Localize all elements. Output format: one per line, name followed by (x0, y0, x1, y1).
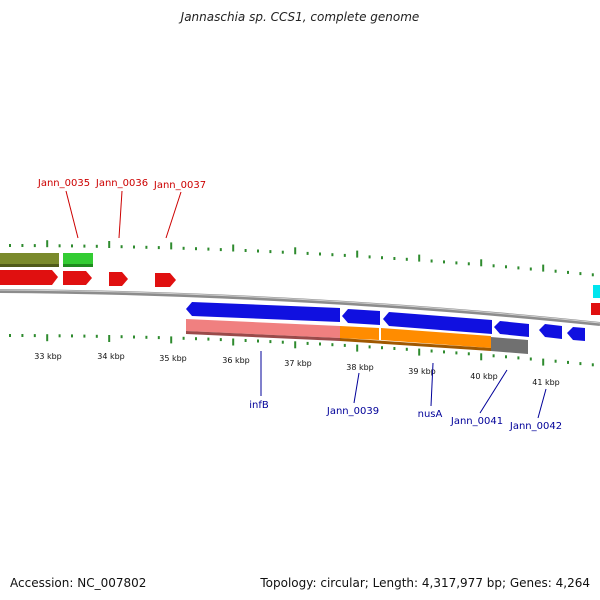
right-forward-gene-block[interactable] (591, 303, 600, 315)
gene-label-Jann_0039[interactable]: Jann_0039 (326, 406, 379, 417)
kbp-label: 41 kbp (532, 378, 560, 387)
orange-feature-shadow (340, 338, 491, 351)
olive-feature-shadow (0, 264, 59, 267)
leader-line-Jann_0035 (65, 190, 79, 239)
gray-feature-block[interactable] (491, 337, 528, 354)
orange-feature-block-1[interactable] (340, 326, 379, 340)
green-feature-shadow (63, 264, 93, 267)
green-feature-block[interactable] (63, 253, 93, 266)
leader-line-nusA (430, 362, 434, 407)
outer-tick-ring (9, 240, 594, 277)
gene-label-nusA[interactable]: nusA (418, 409, 443, 420)
kbp-label: 39 kbp (408, 367, 436, 376)
map-title: Jannaschia sp. CCS1, complete genome (180, 10, 420, 24)
kbp-label: 33 kbp (34, 352, 62, 361)
cyan-feature-block[interactable] (593, 285, 600, 298)
reverse-gene-arrow-infB[interactable] (186, 302, 340, 322)
gene-label-Jann_0036[interactable]: Jann_0036 (95, 178, 148, 189)
forward-gene-arrow-2[interactable] (63, 271, 92, 285)
genome-summary-text: Topology: circular; Length: 4,317,977 bp… (260, 576, 590, 590)
accession-text: Accession: NC_007802 (10, 576, 147, 590)
pink-feature-shadow (186, 331, 340, 341)
kbp-label: 36 kbp (222, 356, 250, 365)
reverse-gene-arrow-nusA[interactable] (383, 312, 492, 334)
forward-gene-arrow-1[interactable] (0, 270, 58, 285)
forward-gene-arrow-3[interactable] (109, 272, 128, 286)
pink-feature-block[interactable] (186, 319, 340, 338)
leader-line-Jann_0041 (479, 369, 508, 414)
kbp-label: 38 kbp (346, 363, 374, 372)
genome-backbone (0, 289, 600, 326)
gene-label-Jann_0042[interactable]: Jann_0042 (509, 421, 562, 432)
reverse-gene-arrow-Jann_0042b[interactable] (567, 327, 585, 341)
leader-line-Jann_0037 (165, 191, 182, 239)
genome-backbone-highlight (0, 289, 600, 324)
inner-tick-ring (9, 334, 594, 367)
kbp-label: 37 kbp (284, 359, 312, 368)
orange-feature-block-2[interactable] (381, 328, 491, 348)
gene-label-Jann_0035[interactable]: Jann_0035 (37, 178, 90, 189)
olive-feature-block[interactable] (0, 253, 59, 266)
forward-gene-arrow-4[interactable] (155, 273, 176, 287)
kbp-label: 35 kbp (159, 354, 187, 363)
gene-label-Jann_0037[interactable]: Jann_0037 (153, 180, 206, 191)
reverse-gene-arrow-Jann_0041[interactable] (494, 321, 529, 337)
leader-line-Jann_0042 (537, 388, 547, 419)
gene-label-Jann_0041[interactable]: Jann_0041 (450, 416, 503, 427)
kbp-label: 40 kbp (470, 372, 498, 381)
reverse-gene-arrow-Jann_0039[interactable] (342, 309, 380, 325)
kbp-label: 34 kbp (97, 352, 125, 361)
gene-label-infB[interactable]: infB (249, 400, 269, 411)
reverse-gene-arrow-Jann_0042a[interactable] (539, 324, 562, 339)
leader-line-Jann_0036 (118, 190, 123, 239)
leader-line-Jann_0039 (353, 372, 360, 404)
